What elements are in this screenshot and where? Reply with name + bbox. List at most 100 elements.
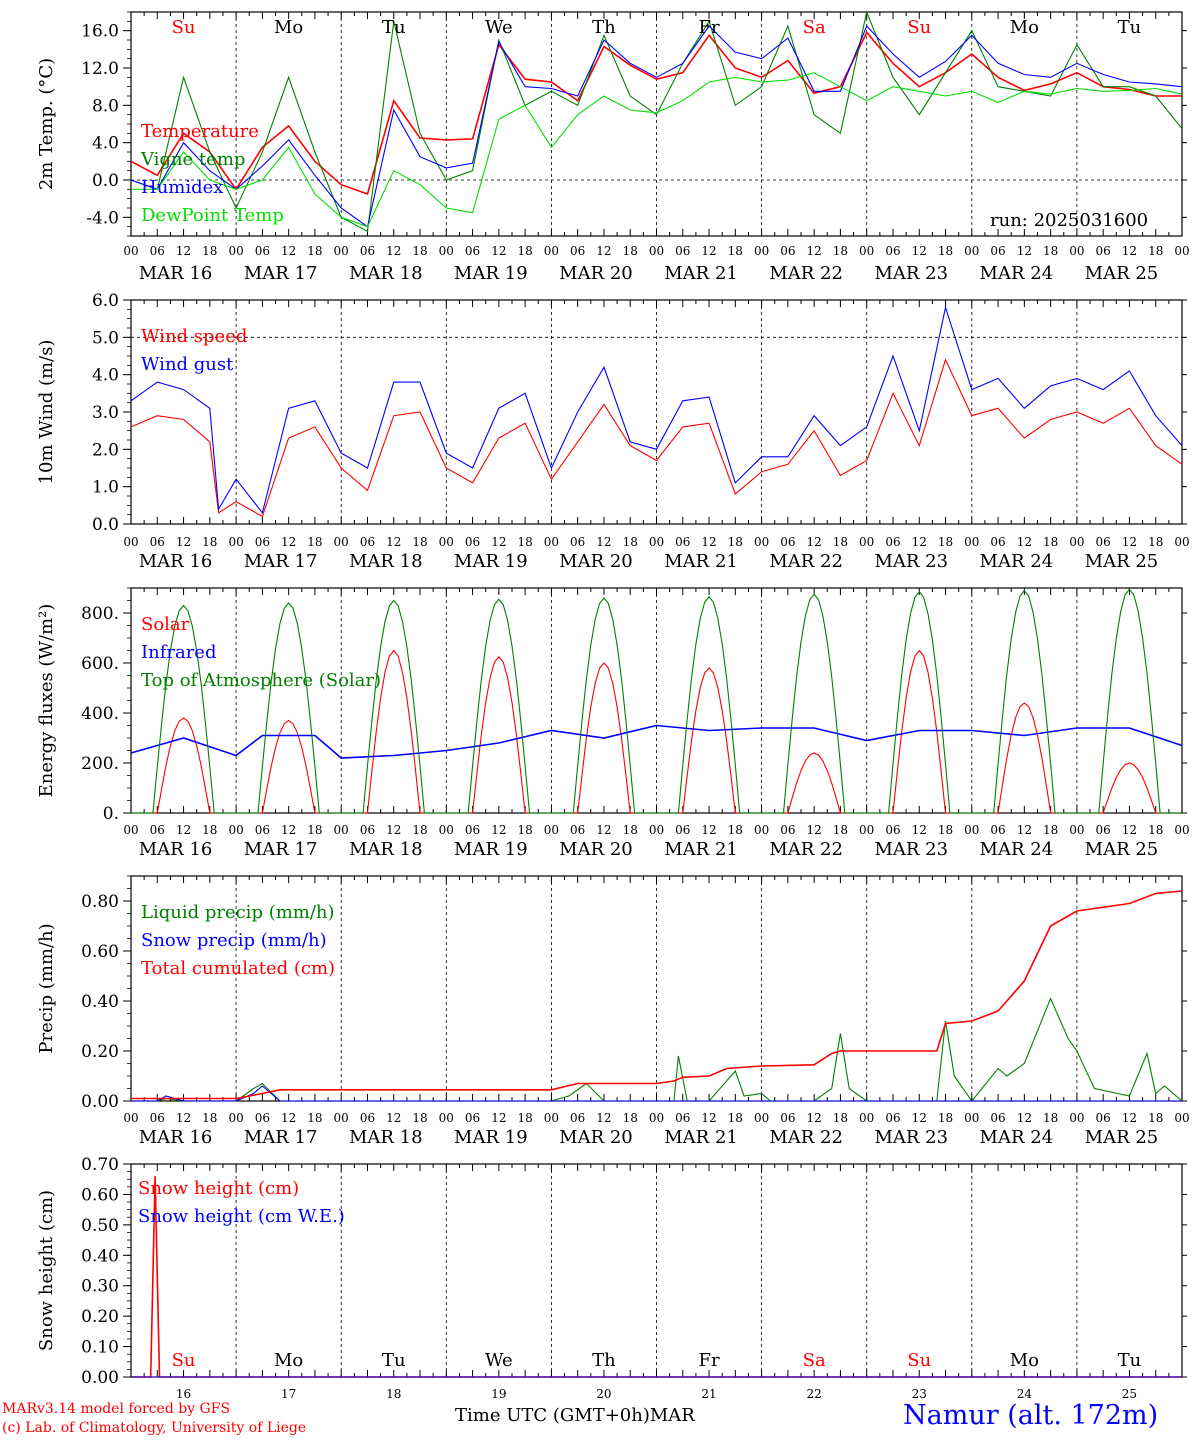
hour-tick-label: 00 bbox=[754, 244, 769, 258]
hour-tick-label: 00 bbox=[859, 535, 874, 549]
hour-tick-label: 00 bbox=[544, 1111, 559, 1125]
hour-tick-label: 18 bbox=[728, 244, 743, 258]
hour-tick-label: 06 bbox=[990, 535, 1005, 549]
hour-tick-label: 18 bbox=[412, 535, 427, 549]
hour-tick-label: 12 bbox=[281, 823, 296, 837]
hour-tick-label: 00 bbox=[228, 1111, 243, 1125]
date-label: MAR 21 bbox=[664, 551, 738, 572]
hour-tick-label: 18 bbox=[1043, 1111, 1058, 1125]
panel-frame bbox=[130, 11, 1183, 237]
date-label: MAR 17 bbox=[244, 1127, 318, 1148]
hour-tick-label: 12 bbox=[807, 823, 822, 837]
day-number-label: 21 bbox=[701, 1387, 716, 1401]
hour-tick-label: 00 bbox=[439, 823, 454, 837]
hour-tick-label: 06 bbox=[885, 1111, 900, 1125]
weekday-label: Su bbox=[172, 17, 196, 38]
hour-tick-label: 06 bbox=[885, 535, 900, 549]
legend-entry: Humidex bbox=[141, 177, 223, 198]
weekday-label: Tu bbox=[382, 1350, 406, 1371]
hour-tick-label: 06 bbox=[150, 535, 165, 549]
hour-tick-label: 12 bbox=[1122, 244, 1137, 258]
y-tick-label: 0. bbox=[103, 804, 119, 824]
date-label: MAR 21 bbox=[664, 1127, 738, 1148]
hour-tick-label: 12 bbox=[1017, 244, 1032, 258]
hour-tick-label: 12 bbox=[1017, 535, 1032, 549]
hour-tick-label: 06 bbox=[885, 823, 900, 837]
y-tick-label: 0.20 bbox=[81, 1307, 119, 1327]
x-axis-title-text: Time UTC (GMT+0h) bbox=[455, 1405, 650, 1426]
series-line-humidex bbox=[130, 24, 1183, 228]
hour-tick-label: 12 bbox=[596, 535, 611, 549]
y-tick-label: 0.00 bbox=[81, 1092, 119, 1112]
hour-tick-label: 12 bbox=[596, 823, 611, 837]
credit-line-1: MARv3.14 model forced by GFS bbox=[2, 1401, 231, 1417]
hour-tick-label: 18 bbox=[202, 1111, 217, 1125]
series-line-liquid-precip-mm-h- bbox=[131, 997, 1183, 1102]
y-tick-label: 6.0 bbox=[92, 291, 119, 311]
hour-tick-label: 12 bbox=[701, 244, 716, 258]
hour-tick-label: 12 bbox=[281, 244, 296, 258]
date-label: MAR 19 bbox=[454, 1127, 528, 1148]
y-tick-label: 16.0 bbox=[81, 22, 119, 42]
hour-tick-label: 12 bbox=[1017, 1111, 1032, 1125]
legend-entry: Snow height (cm) bbox=[138, 1178, 299, 1199]
date-label: MAR 19 bbox=[454, 263, 528, 284]
hour-tick-label: 18 bbox=[623, 244, 638, 258]
hour-tick-label: 06 bbox=[675, 535, 690, 549]
y-axis-label: Precip (mm/h) bbox=[36, 923, 57, 1053]
series-line-total-cumulated-cm- bbox=[131, 890, 1183, 1100]
y-tick-label: 600. bbox=[81, 654, 119, 674]
weekday-label: We bbox=[485, 17, 513, 38]
weekday-label: Mo bbox=[274, 1350, 303, 1371]
hour-tick-label: 06 bbox=[360, 244, 375, 258]
hour-tick-label: 00 bbox=[964, 535, 979, 549]
hour-tick-label: 06 bbox=[780, 244, 795, 258]
hour-tick-label: 00 bbox=[649, 244, 664, 258]
legend-entry: DewPoint Temp bbox=[141, 205, 284, 226]
hour-tick-label: 06 bbox=[360, 823, 375, 837]
weekday-label: Su bbox=[172, 1350, 196, 1371]
legend-entry: Top of Atmosphere (Solar) bbox=[141, 670, 381, 691]
hour-tick-label: 00 bbox=[964, 244, 979, 258]
hour-tick-label: 00 bbox=[649, 535, 664, 549]
hour-tick-label: 06 bbox=[570, 1111, 585, 1125]
y-tick-label: 1.0 bbox=[92, 478, 119, 498]
hour-tick-label: 12 bbox=[701, 823, 716, 837]
hour-tick-label: 00 bbox=[334, 535, 349, 549]
weekday-label: Sa bbox=[803, 17, 826, 38]
series-line-snow-precip-mm-h- bbox=[131, 1085, 1182, 1102]
hour-tick-label: 18 bbox=[1043, 244, 1058, 258]
hour-tick-label: 00 bbox=[228, 535, 243, 549]
legend-entry: Snow precip (mm/h) bbox=[141, 930, 327, 951]
hour-tick-label: 18 bbox=[833, 535, 848, 549]
y-tick-label: 0.60 bbox=[81, 1185, 119, 1205]
date-label: MAR 20 bbox=[559, 1127, 633, 1148]
hour-tick-label: 18 bbox=[938, 823, 953, 837]
y-tick-label: 0.00 bbox=[81, 1368, 119, 1388]
legend-entry: Snow height (cm W.E.) bbox=[138, 1206, 345, 1227]
hour-tick-label: 06 bbox=[465, 535, 480, 549]
hour-tick-label: 18 bbox=[412, 823, 427, 837]
hour-tick-label: 18 bbox=[938, 535, 953, 549]
hour-tick-label: 12 bbox=[596, 244, 611, 258]
hour-tick-label: 06 bbox=[1096, 1111, 1111, 1125]
y-tick-label: 400. bbox=[81, 704, 119, 724]
hour-tick-label: 12 bbox=[701, 535, 716, 549]
hour-tick-label: 06 bbox=[780, 1111, 795, 1125]
date-label: MAR 19 bbox=[454, 551, 528, 572]
hour-tick-label: 00 bbox=[544, 244, 559, 258]
hour-tick-label: 00 bbox=[754, 1111, 769, 1125]
y-tick-label: 0.60 bbox=[81, 942, 119, 962]
date-label: MAR 23 bbox=[874, 839, 948, 860]
y-tick-label: 0.20 bbox=[81, 1042, 119, 1062]
date-label: MAR 20 bbox=[559, 839, 633, 860]
hour-tick-label: 00 bbox=[439, 1111, 454, 1125]
hour-tick-label: 06 bbox=[465, 1111, 480, 1125]
date-label: MAR 24 bbox=[980, 551, 1054, 572]
hour-tick-label: 18 bbox=[517, 535, 532, 549]
hour-tick-label: 18 bbox=[307, 244, 322, 258]
y-tick-label: 8.0 bbox=[92, 96, 119, 116]
hour-tick-label: 00 bbox=[649, 1111, 664, 1125]
weekday-label: Th bbox=[592, 17, 616, 38]
